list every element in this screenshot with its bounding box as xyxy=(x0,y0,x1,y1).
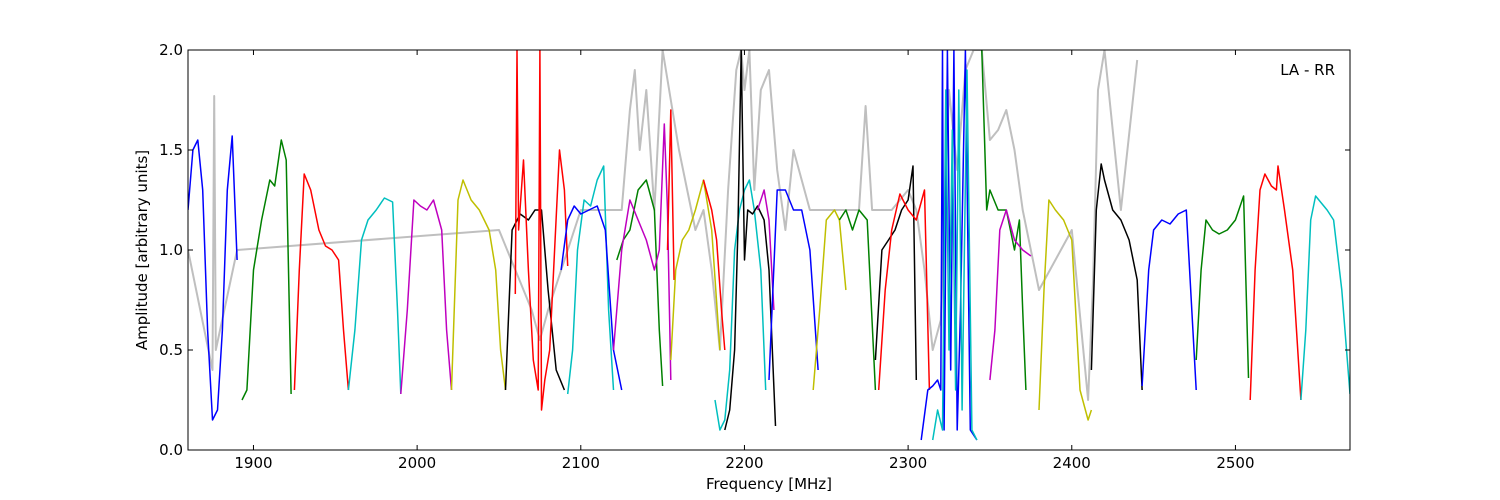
series-line-6 xyxy=(450,179,507,391)
series-line-28 xyxy=(1038,199,1093,421)
x-tick-label: 2400 xyxy=(1053,454,1091,472)
series-line-4 xyxy=(347,197,402,395)
series-line-16 xyxy=(714,179,767,431)
series-line-27 xyxy=(989,209,1032,381)
x-tick-label: 2500 xyxy=(1216,454,1254,472)
tick-layer: 1900 2000 2100 2200 2300 2400 2500 0.0 0.5 1.0 1.5… xyxy=(159,41,1350,472)
series-line-21 xyxy=(838,209,877,391)
series-line-2 xyxy=(241,139,292,401)
series-line-14 xyxy=(670,179,721,361)
series-line-7 xyxy=(504,209,566,391)
y-tick-label: 1.5 xyxy=(159,141,183,159)
series-line-10 xyxy=(560,205,623,391)
series-layer xyxy=(188,50,1350,441)
x-tick-label: 2300 xyxy=(889,454,927,472)
series-line-25 xyxy=(931,69,978,441)
series-line-17 xyxy=(724,50,777,431)
series-line-20 xyxy=(812,209,847,391)
series-line-11 xyxy=(616,179,664,387)
y-tick-label: 0.0 xyxy=(159,441,183,459)
series-line-26 xyxy=(981,50,1027,391)
x-tick-label: 2000 xyxy=(398,454,436,472)
background-series-line xyxy=(188,50,1139,401)
series-line-31 xyxy=(1195,195,1250,379)
series-line-13 xyxy=(666,109,675,281)
y-tick-label: 2.0 xyxy=(159,41,183,59)
x-tick-label: 2100 xyxy=(562,454,600,472)
series-line-29 xyxy=(1090,163,1143,391)
y-tick-label: 1.0 xyxy=(159,241,183,259)
series-line-33 xyxy=(1300,195,1350,401)
series-line-18 xyxy=(756,189,775,311)
series-line-22 xyxy=(874,165,918,381)
series-line-8 xyxy=(514,50,569,411)
series-line-12 xyxy=(612,123,672,381)
plot-frame xyxy=(187,49,1351,451)
x-tick-label: 1900 xyxy=(234,454,272,472)
series-line-1 xyxy=(188,135,238,421)
annotation-label: LA - RR xyxy=(1280,61,1335,79)
series-line-23 xyxy=(877,189,931,391)
x-axis-label: Frequency [MHz] xyxy=(706,475,832,493)
series-line-30 xyxy=(1141,209,1197,391)
series-line-3 xyxy=(293,173,350,391)
y-tick-label: 0.5 xyxy=(159,341,183,359)
series-line-24 xyxy=(920,50,978,441)
y-axis-label: Amplitude [arbitrary units] xyxy=(133,150,151,350)
series-line-9 xyxy=(566,165,615,395)
series-line-15 xyxy=(702,179,726,351)
series-line-32 xyxy=(1249,165,1302,401)
series-line-19 xyxy=(768,189,819,381)
x-tick-label: 2200 xyxy=(725,454,763,472)
series-line-5 xyxy=(400,199,453,395)
